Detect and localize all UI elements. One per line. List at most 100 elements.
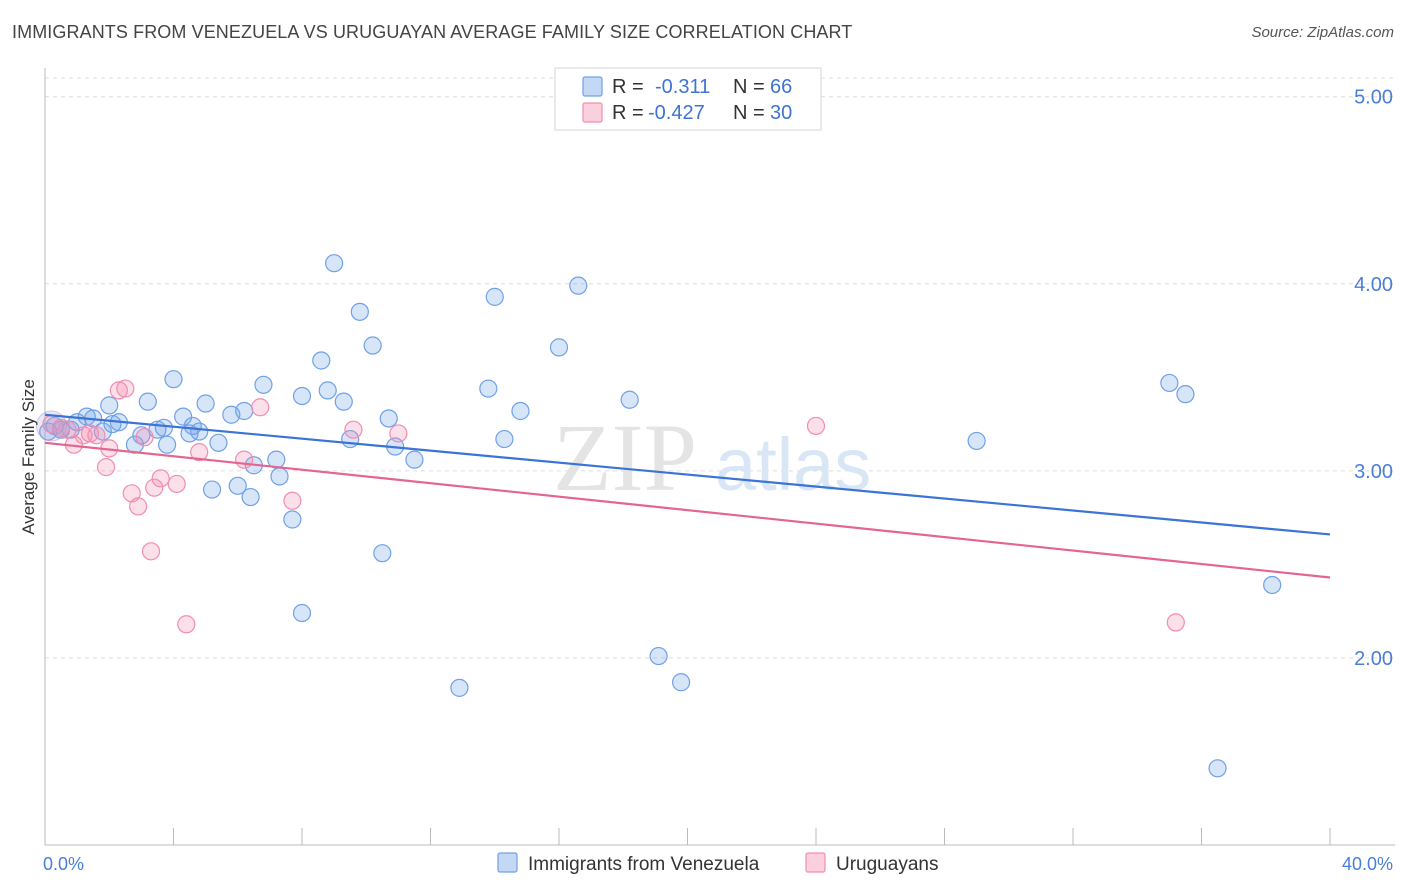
watermark-atlas: atlas (715, 423, 871, 506)
bottom-legend-label-venezuela: Immigrants from Venezuela (528, 854, 760, 875)
venezuela-point-46 (405, 450, 424, 469)
venezuela-point-56 (671, 673, 691, 692)
venezuela-point-26 (228, 476, 247, 495)
uruguayans-point-23 (344, 420, 363, 439)
bottom-legend-swatch-venezuela (497, 852, 518, 873)
venezuela-point-47 (450, 678, 469, 697)
venezuela-point-42 (363, 336, 382, 355)
venezuela-point-30 (254, 375, 273, 394)
venezuela-point-59 (1176, 385, 1195, 404)
legend-r-label-venezuela: R = (612, 76, 644, 98)
legend-swatch-uruguayans (582, 102, 603, 123)
venezuela-point-32 (270, 467, 289, 486)
legend-n-label-uruguayans: N = (733, 102, 765, 124)
uruguayans-point-22 (283, 491, 302, 510)
venezuela-point-43 (373, 544, 392, 563)
legend-r-value-uruguayans: -0.427 (648, 102, 705, 124)
legend-r-value-venezuela: -0.311 (655, 76, 710, 98)
legend-n-value-uruguayans: 30 (770, 102, 792, 124)
uruguayans-point-2 (58, 420, 77, 439)
uruguayans-point-9 (109, 381, 128, 400)
venezuela-point-28 (241, 487, 260, 507)
venezuela-point-35 (292, 386, 312, 406)
legend-box: R = -0.311 N = 66 R = -0.427 N = 30 (554, 67, 822, 131)
uruguayans-point-5 (80, 424, 100, 443)
venezuela-point-27 (235, 401, 254, 421)
uruguayans-point-19 (190, 443, 209, 462)
venezuela-point-58 (1160, 373, 1179, 393)
legend-n-label-venezuela: N = (733, 76, 765, 98)
uruguayans-point-17 (167, 474, 186, 494)
watermark: ZIP atlas (553, 404, 871, 511)
venezuela-point-51 (511, 401, 530, 421)
venezuela-point-50 (495, 429, 514, 449)
bottom-legend-swatch-uruguayans (805, 852, 826, 873)
uruguayans-point-26 (1166, 613, 1185, 632)
uruguayans-point-20 (235, 450, 254, 469)
venezuela-point-33 (283, 510, 302, 529)
axes (44, 68, 1395, 846)
scatter-points (35, 254, 1282, 778)
gridlines (45, 77, 1395, 659)
legend-r-label-uruguayans: R = (612, 102, 644, 124)
venezuela-point-44 (379, 409, 398, 428)
venezuela-point-52 (549, 338, 569, 357)
uruguayans-point-12 (129, 497, 148, 516)
venezuela-point-55 (649, 646, 668, 666)
overlap-point-cluster (35, 410, 67, 442)
y-tick-label-2: 4.00 (1354, 274, 1393, 296)
chart-title: IMMIGRANTS FROM VENEZUELA VS URUGUAYAN A… (12, 22, 853, 42)
venezuela-point-18 (174, 407, 193, 426)
y-tick-label-3: 5.00 (1354, 87, 1393, 109)
venezuela-point-38 (325, 254, 344, 273)
bottom-legend-label-uruguayans: Uruguayans (836, 854, 938, 875)
uruguayans-point-13 (135, 428, 154, 447)
venezuela-point-24 (209, 433, 228, 452)
venezuela-point-8 (100, 396, 119, 415)
venezuela-trend-line (44, 413, 1331, 536)
venezuela-point-39 (334, 392, 353, 411)
venezuela-point-36 (312, 351, 331, 370)
y-tick-label-0: 2.00 (1354, 648, 1393, 670)
uruguayans-point-7 (96, 458, 116, 477)
source-credit: Source: ZipAtlas.com (1251, 24, 1394, 41)
legend-n-value-venezuela: 66 (770, 76, 792, 98)
trend-lines (44, 413, 1331, 579)
y-tick-label-1: 3.00 (1354, 461, 1393, 483)
watermark-zip: ZIP (553, 404, 697, 511)
venezuela-point-49 (485, 287, 504, 306)
venezuela-point-15 (154, 418, 173, 437)
tick-labels: 2.00 3.00 4.00 5.00 0.0% 40.0% (43, 87, 1393, 874)
uruguayans-point-18 (177, 615, 196, 634)
uruguayans-point-6 (87, 426, 106, 445)
uruguayans-point-21 (251, 398, 270, 417)
uruguayans-point-16 (151, 469, 170, 488)
venezuela-point-23 (202, 480, 222, 499)
venezuela-point-22 (196, 394, 215, 413)
x-tick-label-0: 0.0% (43, 854, 84, 874)
uruguayans-point-10 (116, 379, 135, 398)
legend-swatch-venezuela (582, 76, 603, 97)
venezuela-point-34 (292, 603, 312, 623)
venezuela-point-17 (164, 370, 183, 389)
uruguayans-point-14 (141, 542, 161, 561)
y-axis-label: Average Family Size (19, 379, 38, 535)
uruguayans-point-11 (122, 484, 141, 503)
uruguayans-trend-line (44, 441, 1331, 579)
venezuela-point-60 (1208, 759, 1227, 778)
venezuela-point-21 (190, 422, 209, 441)
uruguayans-point-4 (74, 426, 93, 445)
uruguayans-point-24 (389, 424, 408, 443)
venezuela-point-61 (1263, 575, 1282, 595)
bottom-legend: Immigrants from Venezuela Uruguayans (497, 852, 938, 875)
venezuela-point-53 (569, 276, 588, 295)
uruguayans-point-25 (806, 416, 826, 436)
venezuela-point-12 (132, 426, 151, 445)
uruguayans-point-15 (145, 478, 164, 497)
x-tick-label-1: 40.0% (1342, 854, 1393, 874)
venezuela-point-41 (350, 302, 369, 321)
venezuela-point-48 (479, 379, 498, 398)
venezuela-point-13 (138, 392, 157, 411)
venezuela-point-54 (620, 390, 639, 409)
